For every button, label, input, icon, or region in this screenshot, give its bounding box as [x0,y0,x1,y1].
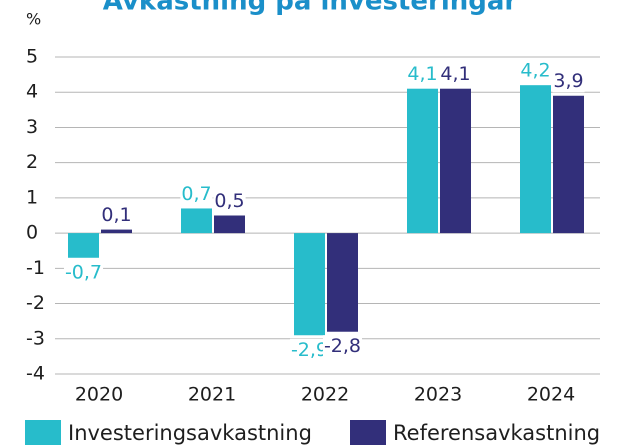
y-tick-label: 5 [26,46,38,68]
label-background [406,63,439,86]
bar [407,88,438,234]
data-label: 0,7 [181,183,211,205]
data-label: 0,5 [214,190,244,212]
data-label: -0,7 [65,261,102,283]
bar [181,208,212,234]
label-background [519,59,552,82]
legend-label: Referensavkastning [393,421,600,445]
label-background [100,204,133,227]
label-background [180,182,213,205]
x-tick-label: 2020 [75,384,123,406]
y-tick-label: -1 [26,257,45,279]
data-label: -2,8 [324,335,361,357]
bar [440,88,471,234]
y-tick-label: -2 [26,292,45,314]
y-tick-label: 3 [26,116,38,138]
label-background [63,261,104,284]
label-background [439,63,472,86]
x-tick-label: 2021 [188,384,236,406]
y-tick-label: 0 [26,222,38,244]
x-tick-label: 2023 [414,384,462,406]
y-tick-label: 2 [26,151,38,173]
bar [214,215,245,234]
label-background [289,338,330,361]
chart-title: Avkastning på investeringar [103,0,518,17]
bar [327,233,358,332]
legend-swatch [350,420,386,445]
bar [101,229,132,234]
data-label: 4,2 [520,60,550,82]
y-axis-label: % [26,10,41,29]
bar [294,233,325,336]
label-background [552,70,585,93]
data-label: 3,9 [553,70,583,92]
x-tick-label: 2024 [527,384,575,406]
data-label: 4,1 [407,63,437,85]
x-tick-label: 2022 [301,384,349,406]
bar [553,95,584,234]
y-tick-label: -4 [26,363,45,385]
legend-label: Investeringsavkastning [68,421,312,445]
data-label: 0,1 [101,204,131,226]
bar [520,85,551,234]
data-label: -2,9 [291,339,328,361]
data-label: 4,1 [440,63,470,85]
y-tick-label: 4 [26,81,38,103]
y-tick-label: -3 [26,327,45,349]
label-background [322,335,363,358]
y-tick-label: 1 [26,186,38,208]
bar [68,233,99,258]
label-background [213,190,246,212]
legend-swatch [25,420,61,445]
